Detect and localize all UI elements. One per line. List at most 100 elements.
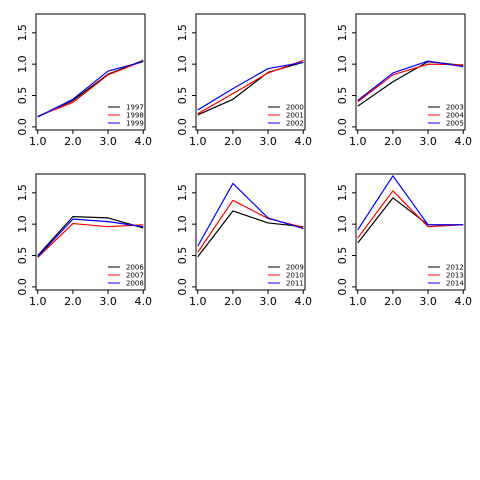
legend-label: 2011 xyxy=(286,280,304,288)
x-tick-label: 4.0 xyxy=(134,135,152,148)
x-tick-label: 3.0 xyxy=(419,135,437,148)
legend-label: 2009 xyxy=(286,264,304,272)
legend-label: 1998 xyxy=(126,112,144,120)
y-tick-label: 1.5 xyxy=(336,24,349,42)
y-tick-label: 0.0 xyxy=(176,118,189,136)
x-axis: 1.0 2.0 3.0 4.0 xyxy=(29,130,152,148)
y-axis: 0.0 0.5 1.0 1.5 xyxy=(336,184,356,296)
series-line-2003 xyxy=(357,61,464,107)
y-tick-label: 1.0 xyxy=(336,55,349,73)
y-tick-label: 0.5 xyxy=(176,87,189,105)
x-tick-label: 4.0 xyxy=(294,295,312,308)
series-line-2008 xyxy=(37,218,144,258)
y-tick-label: 0.5 xyxy=(336,87,349,105)
plot-frame xyxy=(195,173,306,291)
y-tick-label: 0.0 xyxy=(176,278,189,296)
y-axis: 0.0 0.5 1.0 1.5 xyxy=(16,24,36,136)
legend-label: 2012 xyxy=(446,264,464,272)
x-tick-label: 2.0 xyxy=(64,135,82,148)
x-tick-label: 1.0 xyxy=(29,135,47,148)
x-tick-label: 4.0 xyxy=(134,295,152,308)
y-tick-label: 1.0 xyxy=(176,215,189,233)
legend-label: 2014 xyxy=(446,280,464,288)
y-tick-label: 1.5 xyxy=(176,24,189,42)
legend-label: 2008 xyxy=(126,280,144,288)
x-tick-label: 2.0 xyxy=(224,295,242,308)
legend-label: 1997 xyxy=(126,104,144,112)
series-line-2013 xyxy=(357,190,464,239)
y-axis: 0.0 0.5 1.0 1.5 xyxy=(176,24,196,136)
y-tick-label: 1.0 xyxy=(176,55,189,73)
x-tick-label: 1.0 xyxy=(349,135,367,148)
y-tick-label: 1.0 xyxy=(336,215,349,233)
series-line-2011 xyxy=(197,182,304,247)
y-tick-label: 1.5 xyxy=(336,184,349,202)
y-tick-label: 1.5 xyxy=(16,184,29,202)
series-line-2005 xyxy=(357,60,464,102)
series-line-1998 xyxy=(37,60,144,117)
series-line-1999 xyxy=(37,61,144,118)
y-tick-label: 0.0 xyxy=(336,118,349,136)
plot-frame xyxy=(355,13,466,131)
legend-label: 2006 xyxy=(126,264,144,272)
y-tick-label: 1.0 xyxy=(16,215,29,233)
y-tick-label: 0.0 xyxy=(16,278,29,296)
series-line-2007 xyxy=(37,222,144,258)
legend-label: 2010 xyxy=(286,272,304,280)
x-tick-label: 1.0 xyxy=(29,295,47,308)
x-tick-label: 2.0 xyxy=(384,135,402,148)
legend-label: 2001 xyxy=(286,112,304,120)
y-tick-label: 0.5 xyxy=(16,247,29,265)
y-tick-label: 1.5 xyxy=(16,24,29,42)
y-tick-label: 0.5 xyxy=(16,87,29,105)
legend-label: 2000 xyxy=(286,104,304,112)
x-tick-label: 1.0 xyxy=(189,135,207,148)
series-line-2010 xyxy=(197,199,304,253)
y-axis: 0.0 0.5 1.0 1.5 xyxy=(336,24,356,136)
x-tick-label: 3.0 xyxy=(259,295,277,308)
x-axis: 1.0 2.0 3.0 4.0 xyxy=(189,290,312,308)
plot-frame xyxy=(355,173,466,291)
x-tick-label: 1.0 xyxy=(189,295,207,308)
y-tick-label: 0.5 xyxy=(176,247,189,265)
x-tick-label: 4.0 xyxy=(454,295,472,308)
legend-label: 1999 xyxy=(126,120,144,128)
plot-frame xyxy=(35,13,146,131)
plot-frame xyxy=(35,173,146,291)
y-tick-label: 1.0 xyxy=(16,55,29,73)
x-tick-label: 3.0 xyxy=(99,295,117,308)
x-tick-label: 4.0 xyxy=(454,135,472,148)
legend-label: 2013 xyxy=(446,272,464,280)
series-line-2004 xyxy=(357,63,464,103)
legend-label: 2007 xyxy=(126,272,144,280)
legend-label: 2003 xyxy=(446,104,464,112)
legend-label: 2005 xyxy=(446,120,464,128)
series-line-2014 xyxy=(357,175,464,231)
x-tick-label: 2.0 xyxy=(64,295,82,308)
x-tick-label: 3.0 xyxy=(259,135,277,148)
y-axis: 0.0 0.5 1.0 1.5 xyxy=(176,184,196,296)
plot-frame xyxy=(195,13,306,131)
y-axis: 0.0 0.5 1.0 1.5 xyxy=(16,184,36,296)
x-axis: 1.0 2.0 3.0 4.0 xyxy=(349,290,472,308)
x-tick-label: 4.0 xyxy=(294,135,312,148)
series-line-2009 xyxy=(197,210,304,258)
y-tick-label: 0.5 xyxy=(336,247,349,265)
x-tick-label: 2.0 xyxy=(224,135,242,148)
x-axis: 1.0 2.0 3.0 4.0 xyxy=(349,130,472,148)
y-tick-label: 1.5 xyxy=(176,184,189,202)
series-line-2006 xyxy=(37,216,144,256)
x-tick-label: 1.0 xyxy=(349,295,367,308)
